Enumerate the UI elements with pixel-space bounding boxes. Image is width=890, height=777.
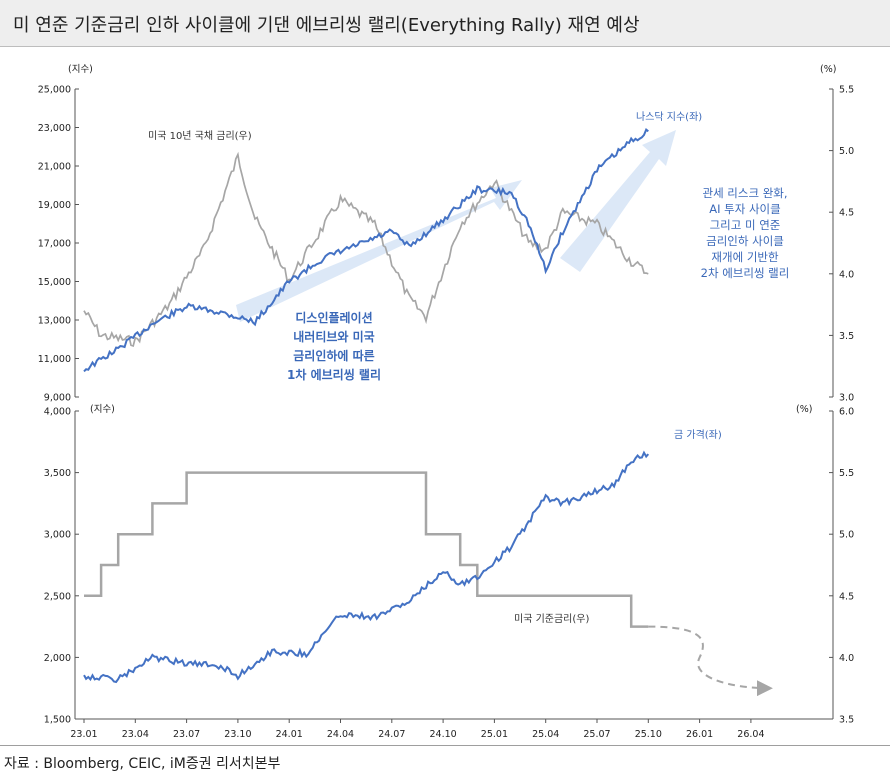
x-tick-label: 24.10: [429, 729, 456, 740]
bottom-right-ticks: 6.0 5.5 5.0 4.5 4.0 3.5: [829, 407, 854, 726]
bottom-x-ticks: 23.01 23.04 23.07 23.10 24.01 24.04 24.07 24.10…: [70, 719, 765, 740]
x-tick-label: 24.01: [276, 729, 303, 740]
bottom-right-tick-label: 5.0: [839, 530, 854, 541]
bottom-right-tick-label: 5.5: [839, 468, 854, 479]
rally-1-line-3: 금리인하에 따른: [293, 348, 374, 363]
top-right-tick-label: 4.0: [839, 269, 854, 280]
x-tick-label: 23.04: [122, 729, 149, 740]
bottom-left-tick-label: 3,000: [44, 530, 71, 541]
top-left-tick-label: 9,000: [44, 393, 71, 404]
x-tick-label: 24.07: [378, 729, 405, 740]
top-left-tick-label: 19,000: [38, 200, 71, 211]
nasdaq-label: 나스닥 지수(좌): [636, 111, 702, 123]
bottom-chart: (지수) (%) 4,0003,5003,0002,5002,0001,500 …: [44, 404, 854, 740]
bottom-right-tick-label: 6.0: [839, 407, 854, 418]
page-title: 미 연준 기준금리 인하 사이클에 기댄 에브리씽 랠리(Everything …: [13, 15, 640, 36]
bottom-left-unit: (지수): [90, 404, 115, 415]
x-tick-label: 25.04: [532, 729, 559, 740]
top-right-tick-label: 3.5: [839, 331, 854, 342]
top-left-tick-label: 15,000: [38, 277, 71, 288]
x-tick-label: 23.10: [224, 729, 251, 740]
bottom-left-tick-label: 2,000: [44, 653, 71, 664]
top-left-ticks: 25,000 23,000 21,000 19,000 17,000 15,000 13,0…: [38, 85, 79, 404]
series-line-나스닥-지수(좌): [83, 127, 649, 373]
rally-1-line-1: 디스인플레이션: [295, 310, 372, 325]
x-tick-label: 25.01: [481, 729, 508, 740]
rally-2-line-4: 금리인하 사이클: [706, 234, 784, 248]
rally-2-line-5: 재개에 기반한: [711, 250, 779, 264]
top-right-tick-label: 3.0: [839, 393, 854, 404]
top-right-tick-label: 5.0: [839, 146, 854, 157]
top-left-tick-label: 11,000: [38, 354, 71, 365]
top-right-tick-label: 4.5: [839, 208, 854, 219]
series-line-금-가격(좌): [83, 450, 650, 684]
bottom-right-tick-label: 3.5: [839, 715, 854, 726]
top-left-tick-label: 25,000: [38, 85, 71, 96]
top-left-tick-label: 23,000: [38, 123, 71, 134]
x-tick-label: 26.04: [737, 729, 764, 740]
top-left-tick-label: 21,000: [38, 162, 71, 173]
series-line-fed-rate: [84, 471, 649, 628]
rally-arrow-2: [560, 130, 676, 272]
x-tick-label: 26.01: [686, 729, 713, 740]
treasury-label: 미국 10년 국채 금리(우): [148, 130, 252, 142]
x-tick-label: 25.07: [583, 729, 610, 740]
forecast-dashed-line: [648, 625, 773, 697]
bottom-right-tick-label: 4.0: [839, 653, 854, 664]
bottom-series: [83, 450, 773, 697]
top-right-tick-label: 5.5: [839, 85, 854, 96]
bottom-left-tick-label: 3,500: [44, 468, 71, 479]
gold-label: 금 가격(좌): [674, 428, 722, 441]
series-line-미국-10년-국채-금리(우): [83, 151, 649, 347]
title-bar: 미 연준 기준금리 인하 사이클에 기댄 에브리씽 랠리(Everything …: [0, 0, 890, 47]
dual-chart: (지수) (%) 25,000 23,000 21,000 19,000 17,000 1…: [38, 64, 854, 740]
x-tick-label: 23.01: [70, 729, 97, 740]
bottom-left-ticks: 4,000 3,500 3,000 2,500 2,000 1,500: [44, 407, 79, 726]
top-right-unit: (%): [820, 64, 836, 75]
x-tick-label: 23.07: [173, 729, 200, 740]
top-series: [83, 127, 649, 373]
rally-arrow-1: [236, 180, 522, 322]
rally-2-line-6: 2차 에브리씽 랠리: [701, 266, 790, 280]
top-left-tick-label: 17,000: [38, 239, 71, 250]
x-tick-label: 24.04: [327, 729, 354, 740]
rally-1-line-4: 1차 에브리씽 랠리: [287, 367, 381, 382]
bottom-right-tick-label: 4.5: [839, 591, 854, 602]
top-left-tick-label: 13,000: [38, 316, 71, 327]
footer-divider: [0, 745, 890, 746]
top-left-unit: (지수): [68, 64, 93, 75]
bottom-left-tick-label: 4,000: [44, 407, 71, 418]
rally-2-line-3: 그리고 미 연준: [710, 218, 781, 232]
rally-2-line-1: 관세 리스크 완화,: [702, 186, 787, 200]
top-chart: (지수) (%) 25,000 23,000 21,000 19,000 17,000 1…: [38, 64, 854, 404]
bottom-left-tick-label: 1,500: [44, 715, 71, 726]
fed-rate-label: 미국 기준금리(우): [514, 613, 589, 625]
source-note: 자료 : Bloomberg, CEIC, iM증권 리서치본부: [4, 756, 281, 772]
bottom-right-unit: (%): [796, 404, 812, 415]
rally-1-line-2: 내러티브와 미국: [293, 329, 374, 344]
rally-2-line-2: AI 투자 사이클: [709, 202, 780, 216]
x-tick-label: 25.10: [635, 729, 662, 740]
top-right-ticks: 5.5 5.0 4.5 4.0 3.5 3.0: [829, 85, 854, 404]
bottom-left-tick-label: 2,500: [44, 591, 71, 602]
